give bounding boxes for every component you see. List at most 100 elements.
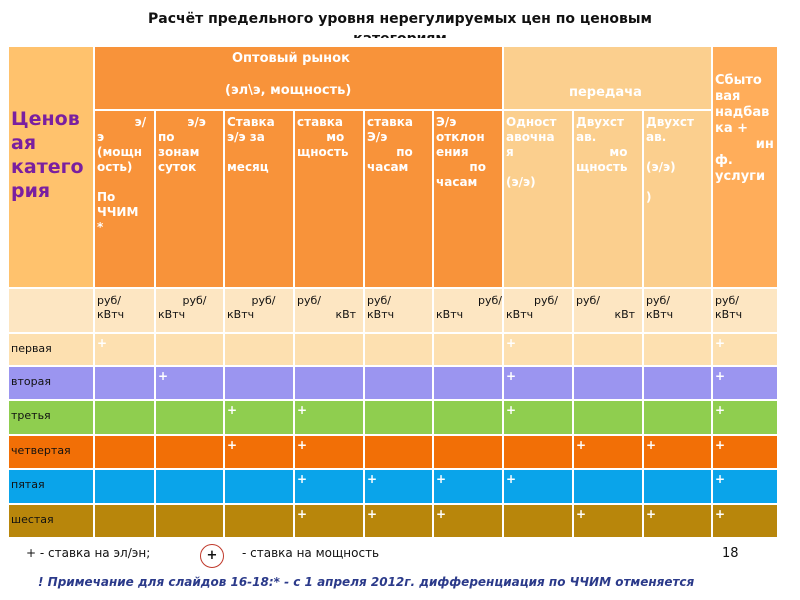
header-sales-label: Сбыто вая надбав ка + ин ф. услуги — [715, 73, 774, 184]
plus-mark: + — [715, 336, 726, 350]
plus-mark: + — [367, 507, 378, 521]
table-cell — [643, 333, 712, 366]
plus-mark: + — [715, 507, 726, 521]
unit-cell-1: руб/ кВтч — [94, 288, 155, 333]
unit-cell-9: руб/ кВтч — [643, 288, 712, 333]
table-cell — [643, 366, 712, 400]
row-label-4: четвертая — [11, 444, 71, 457]
table-cell: + — [573, 435, 643, 469]
table-row-label-cell: пятая — [8, 469, 94, 504]
header-wholesale-sub: (эл\э, мощность) — [225, 83, 352, 98]
table-cell — [433, 400, 503, 435]
table-cell: + — [712, 333, 778, 366]
table-cell — [155, 469, 224, 504]
subheader-7: Одност авочна я (э/э) — [503, 110, 573, 288]
table-row-label-cell: четвертая — [8, 435, 94, 469]
subheader-2: э/э по зонам суток — [155, 110, 224, 288]
plus-mark: + — [297, 403, 308, 417]
table-cell — [573, 333, 643, 366]
slide-title: Расчёт предельного уровня нерегулируемых… — [80, 8, 720, 38]
subheader-4: ставка мо щность — [294, 110, 364, 288]
table-cell: + — [712, 435, 778, 469]
table-cell — [433, 333, 503, 366]
table-row-label-cell: вторая — [8, 366, 94, 400]
table-cell: + — [364, 469, 433, 504]
table-cell — [433, 435, 503, 469]
plus-mark: + — [436, 507, 447, 521]
table-cell — [94, 366, 155, 400]
header-transmission: передача — [503, 46, 712, 110]
plus-mark: + — [715, 403, 726, 417]
header-category-label: Ценов ая катего рия — [11, 108, 84, 202]
table-cell: + — [643, 435, 712, 469]
table-cell — [503, 435, 573, 469]
subheader-label-3: Ставка э/э за месяц — [227, 115, 275, 174]
plus-mark: + — [297, 507, 308, 521]
unit-cell-2: руб/ кВтч — [155, 288, 224, 333]
table-cell: + — [503, 400, 573, 435]
table-cell: + — [503, 469, 573, 504]
plus-mark: + — [227, 403, 238, 417]
subheader-label-7: Одност авочна я (э/э) — [506, 115, 557, 189]
unit-cell-8: руб/ кВт — [573, 288, 643, 333]
table-cell — [155, 333, 224, 366]
table-cell — [94, 400, 155, 435]
table-cell: + — [643, 504, 712, 538]
row-label-1: первая — [11, 342, 52, 355]
table-cell — [224, 366, 294, 400]
plus-mark: + — [506, 369, 517, 383]
units-row-blank — [8, 288, 94, 333]
subheader-8: Двухст ав. мо щность — [573, 110, 643, 288]
table-cell — [294, 333, 364, 366]
unit-cell-6: руб/ кВтч — [433, 288, 503, 333]
plus-mark: + — [97, 336, 108, 350]
table-cell — [224, 504, 294, 538]
row-label-2: вторая — [11, 375, 51, 388]
title-line-1: Расчёт предельного уровня нерегулируемых… — [147, 11, 652, 27]
plus-mark: + — [715, 438, 726, 452]
table-cell — [643, 469, 712, 504]
table-cell — [224, 333, 294, 366]
unit-label-8: руб/ кВт — [576, 294, 636, 321]
unit-cell-7: руб/ кВтч — [503, 288, 573, 333]
unit-label-9: руб/ кВтч — [646, 294, 674, 321]
legend-capacity: - ставка на мощность — [242, 546, 380, 560]
plus-mark: + — [506, 336, 517, 350]
table-cell: + — [294, 400, 364, 435]
table-cell — [573, 366, 643, 400]
table-cell — [364, 366, 433, 400]
subheader-5: ставка Э/э по часам — [364, 110, 433, 288]
table-cell: + — [224, 400, 294, 435]
table-cell: + — [155, 366, 224, 400]
row-label-5: пятая — [11, 478, 45, 491]
plus-mark: + — [158, 369, 169, 383]
unit-label-3: руб/ кВтч — [227, 294, 276, 321]
table-cell — [155, 435, 224, 469]
plus-mark: + — [576, 438, 587, 452]
table-cell — [94, 504, 155, 538]
unit-cell-4: руб/ кВт — [294, 288, 364, 333]
row-label-3: третья — [11, 409, 51, 422]
subheader-6: Э/э отклон ения по часам — [433, 110, 503, 288]
table-cell: + — [712, 400, 778, 435]
header-wholesale: Оптовый рынок (эл\э, мощность) — [94, 46, 503, 110]
unit-cell-5: руб/ кВтч — [364, 288, 433, 333]
table-cell — [294, 366, 364, 400]
table-cell: + — [573, 504, 643, 538]
plus-mark: + — [227, 438, 238, 452]
title-line-2-clipped: категориям — [80, 28, 720, 38]
header-transmission-label: передача — [569, 85, 642, 100]
plus-mark: + — [715, 472, 726, 486]
unit-cell-3: руб/ кВтч — [224, 288, 294, 333]
table-cell — [503, 504, 573, 538]
table-cell — [94, 469, 155, 504]
unit-label-6: руб/ кВтч — [436, 294, 502, 321]
plus-mark: + — [297, 438, 308, 452]
plus-mark: + — [715, 369, 726, 383]
table-cell — [643, 400, 712, 435]
table-cell: + — [712, 469, 778, 504]
unit-cell-10: руб/ кВтч — [712, 288, 778, 333]
subheader-9: Двухст ав. (э/э) ) — [643, 110, 712, 288]
table-cell — [94, 435, 155, 469]
table-cell: + — [433, 469, 503, 504]
